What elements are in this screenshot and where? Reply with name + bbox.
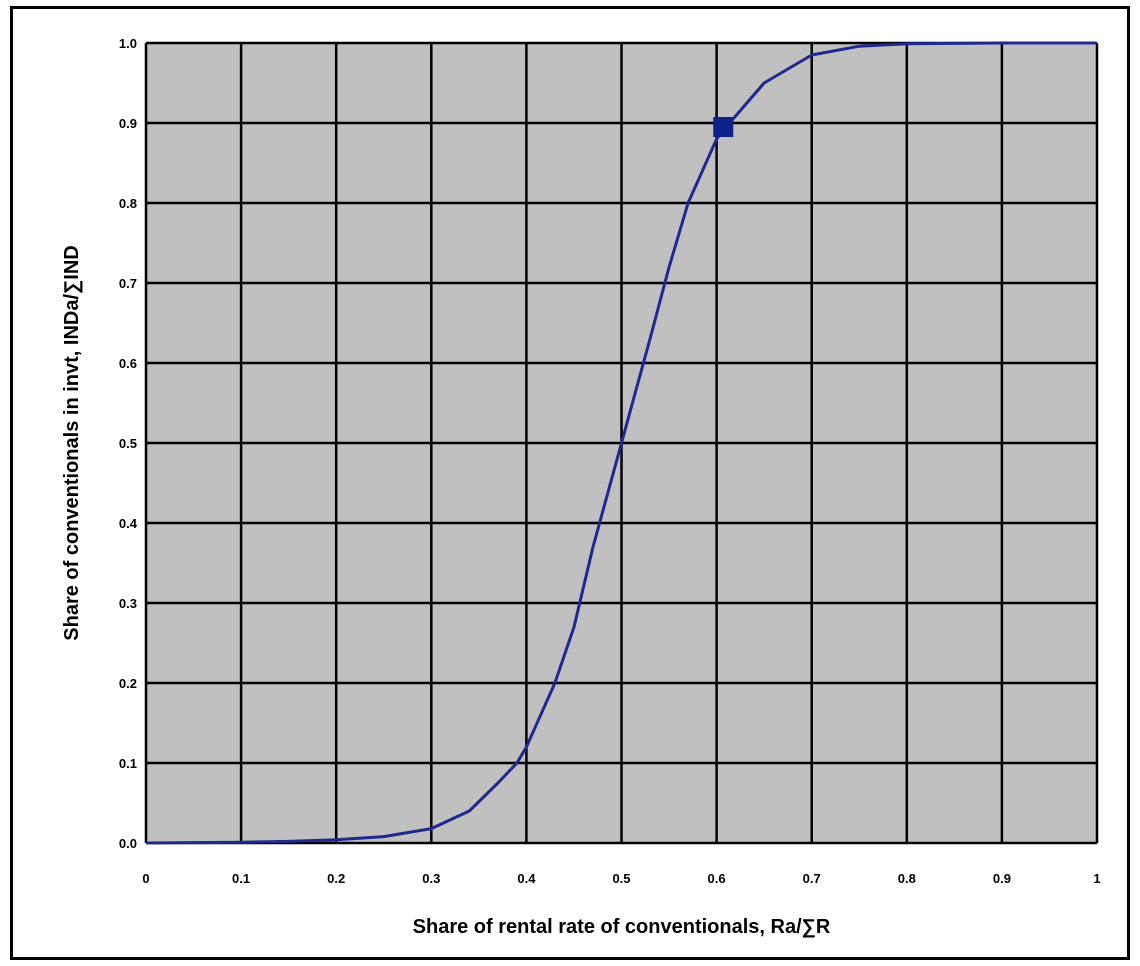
y-axis-title: Share of conventionals in invt, INDa/∑IN…	[61, 245, 83, 640]
y-tick-label: 0.0	[119, 836, 137, 851]
y-tick-label: 0.1	[119, 756, 137, 771]
y-tick-label: 1.0	[119, 36, 137, 51]
y-tick-label: 0.7	[119, 276, 137, 291]
x-tick-label: 0	[142, 871, 149, 886]
x-axis-title: Share of rental rate of conventionals, R…	[413, 916, 831, 938]
x-tick-label: 0.3	[422, 871, 440, 886]
x-tick-label: 0.9	[993, 871, 1011, 886]
series-line	[145, 41, 1097, 845]
y-tick-label: 0.3	[119, 596, 137, 611]
x-tick-label: 0.5	[612, 871, 630, 886]
y-tick-label: 0.6	[119, 356, 137, 371]
y-tick-label: 0.4	[119, 516, 138, 531]
x-tick-label: 0.8	[898, 871, 916, 886]
grid	[144, 41, 1099, 845]
y-tick-label: 0.8	[119, 196, 137, 211]
y-tick-label: 0.2	[119, 676, 137, 691]
highlight-marker	[713, 117, 734, 137]
x-axis-ticks: 0 0.1 0.2 0.3 0.4 0.5 0.6 0.7 0.8 0.9 1	[142, 871, 1100, 886]
x-tick-label: 0.6	[708, 871, 726, 886]
x-tick-label: 0.7	[803, 871, 821, 886]
y-axis-ticks: 0.0 0.1 0.2 0.3 0.4 0.5 0.6 0.7 0.8 0.9 1.0	[119, 36, 138, 851]
y-tick-label: 0.5	[119, 436, 137, 451]
x-tick-label: 1	[1093, 871, 1100, 886]
x-tick-label: 0.1	[232, 871, 250, 886]
x-tick-label: 0.2	[327, 871, 345, 886]
x-tick-label: 0.4	[517, 871, 536, 886]
y-tick-label: 0.9	[119, 116, 137, 131]
